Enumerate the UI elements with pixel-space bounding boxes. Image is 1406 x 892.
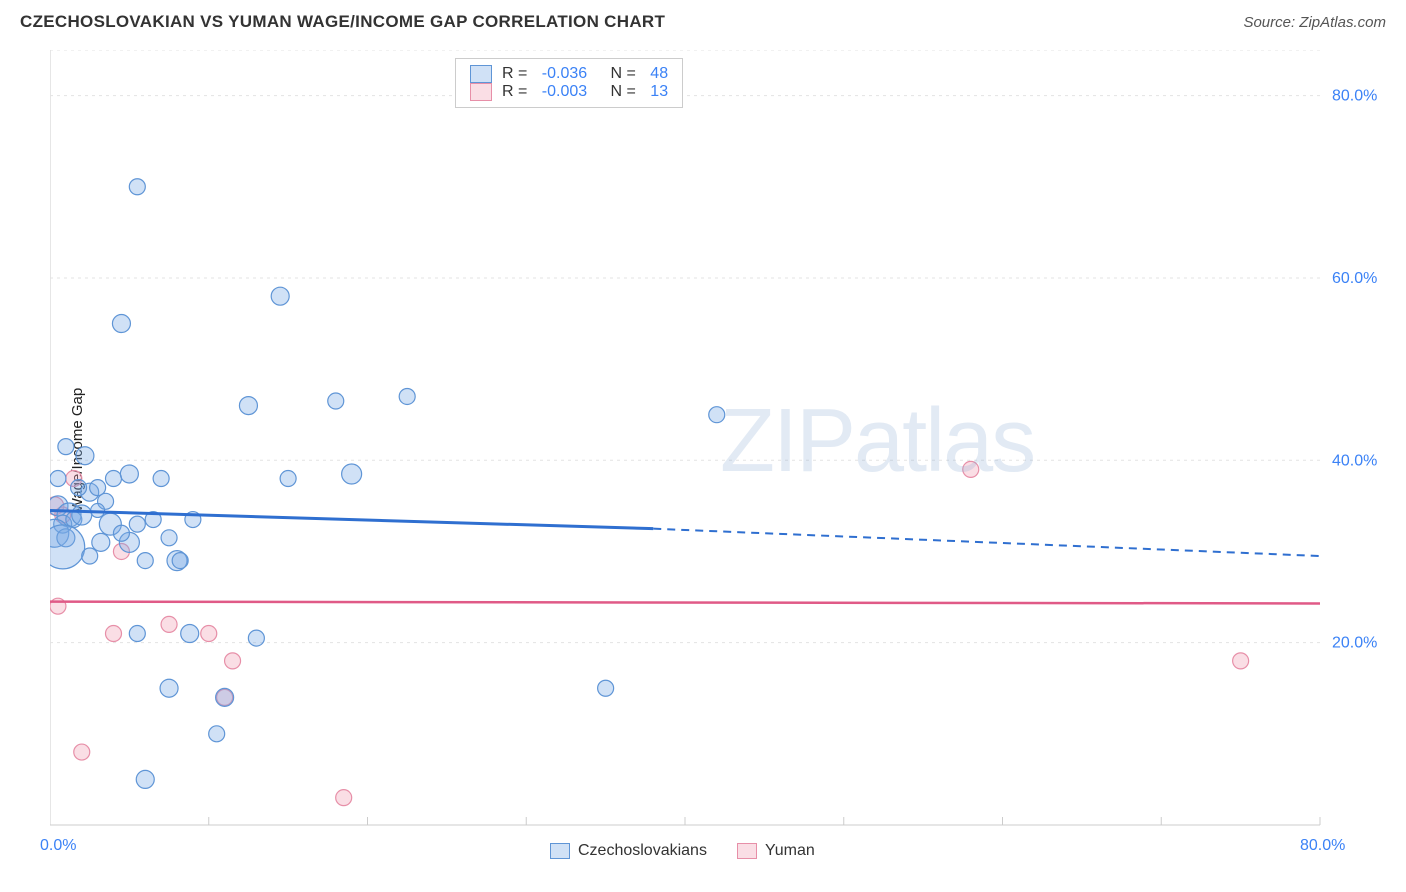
legend-swatch-icon [550, 843, 570, 859]
legend-r-label: R = [502, 65, 532, 83]
legend-item-b: Yuman [737, 842, 815, 860]
legend-n-label: N = [597, 65, 640, 83]
svg-text:80.0%: 80.0% [1332, 88, 1377, 105]
legend-label-a: Czechoslovakians [578, 842, 707, 859]
chart-title: CZECHOSLOVAKIAN VS YUMAN WAGE/INCOME GAP… [20, 12, 665, 32]
legend-n-label: N = [597, 83, 640, 101]
legend-n-a: 48 [650, 65, 668, 83]
legend-n-b: 13 [650, 83, 668, 101]
source-label: Source: ZipAtlas.com [1243, 14, 1386, 31]
legend-item-a: Czechoslovakians [550, 842, 707, 860]
correlation-legend: R = -0.036 N = 48 R = -0.003 N = 13 [455, 58, 683, 108]
legend-r-label: R = [502, 83, 532, 101]
legend-swatch-icon [737, 843, 757, 859]
svg-text:60.0%: 60.0% [1332, 270, 1377, 287]
scatter-plot: 20.0% 40.0% 60.0% 80.0% [50, 50, 1390, 875]
chart-container: Wage/Income Gap 20.0%40.0%60.0%80.0% R =… [50, 50, 1390, 850]
svg-text:20.0%: 20.0% [1332, 635, 1377, 652]
x-axis-min-label: 0.0% [40, 837, 76, 855]
legend-r-b: -0.003 [542, 83, 587, 101]
legend-swatch-a [470, 65, 492, 83]
legend-r-a: -0.036 [542, 65, 587, 83]
legend-swatch-b [470, 83, 492, 101]
legend-label-b: Yuman [765, 842, 815, 859]
x-axis-max-label: 80.0% [1300, 837, 1345, 855]
series-legend: Czechoslovakians Yuman [550, 842, 815, 860]
svg-text:40.0%: 40.0% [1332, 452, 1377, 469]
